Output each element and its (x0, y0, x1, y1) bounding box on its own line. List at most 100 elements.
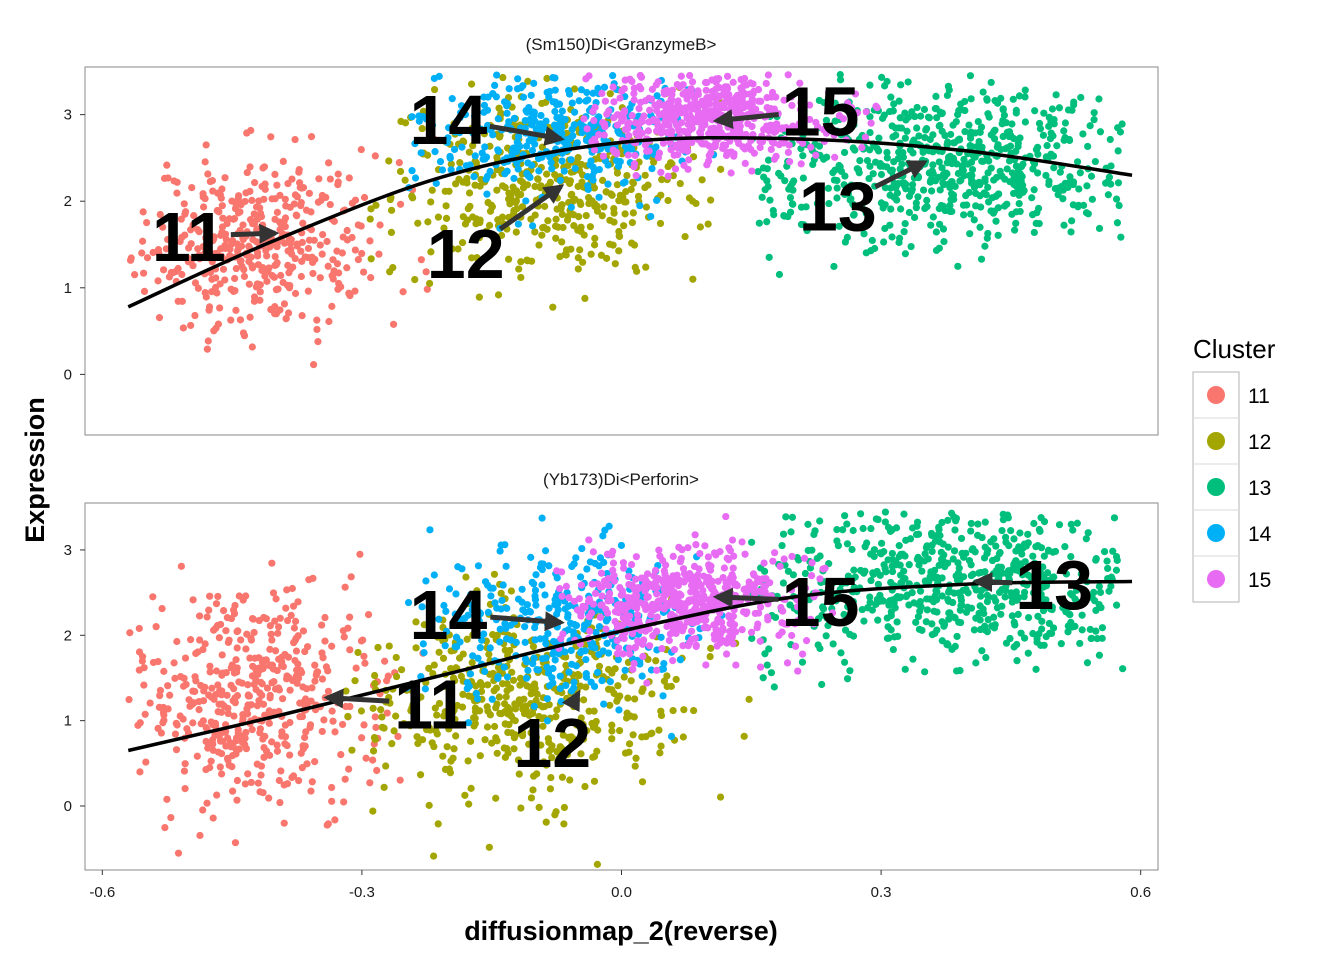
x-tick-label: 0.6 (1130, 884, 1151, 901)
data-point-cluster-12 (680, 706, 688, 714)
data-point-cluster-11 (237, 636, 245, 644)
data-point-cluster-13 (877, 539, 886, 547)
data-point-cluster-15 (625, 650, 634, 658)
data-point-cluster-11 (249, 615, 257, 623)
data-point-cluster-11 (307, 226, 316, 234)
data-point-cluster-12 (613, 181, 621, 189)
data-point-cluster-11 (324, 820, 332, 828)
data-point-cluster-13 (901, 134, 909, 142)
data-point-cluster-11 (329, 717, 337, 725)
data-point-cluster-15 (693, 600, 701, 608)
data-point-cluster-12 (692, 199, 700, 208)
data-point-cluster-12 (517, 804, 525, 812)
data-point-cluster-15 (603, 550, 612, 558)
data-point-cluster-12 (499, 73, 507, 82)
data-point-cluster-11 (281, 740, 289, 748)
data-point-cluster-14 (617, 541, 626, 550)
data-point-cluster-11 (195, 705, 203, 714)
data-point-cluster-12 (455, 654, 464, 662)
data-point-cluster-15 (701, 617, 709, 625)
data-point-cluster-15 (648, 85, 656, 93)
data-point-cluster-11 (178, 270, 186, 279)
data-point-cluster-12 (430, 85, 439, 94)
data-point-cluster-13 (951, 526, 959, 534)
data-point-cluster-12 (483, 723, 492, 731)
data-point-cluster-14 (458, 143, 466, 151)
data-point-cluster-11 (181, 208, 190, 216)
data-point-cluster-15 (718, 101, 727, 109)
data-point-cluster-15 (732, 661, 740, 669)
data-point-cluster-15 (691, 531, 699, 539)
data-point-cluster-11 (430, 135, 438, 143)
data-point-cluster-15 (619, 590, 627, 599)
data-point-cluster-13 (818, 680, 826, 689)
data-point-cluster-12 (570, 211, 578, 219)
data-point-cluster-13 (958, 165, 966, 173)
legend-label-11: 11 (1248, 385, 1270, 408)
data-point-cluster-14 (599, 647, 607, 655)
data-point-cluster-13 (1114, 147, 1122, 155)
data-point-cluster-13 (950, 513, 958, 521)
data-point-cluster-11 (242, 189, 250, 197)
data-point-cluster-12 (627, 185, 635, 194)
data-point-cluster-12 (615, 247, 623, 255)
data-point-cluster-13 (957, 534, 966, 543)
data-point-cluster-15 (702, 86, 710, 94)
data-point-cluster-13 (887, 93, 895, 101)
data-point-cluster-15 (770, 139, 778, 147)
data-point-cluster-15 (621, 76, 629, 84)
data-point-cluster-12 (745, 695, 753, 703)
data-point-cluster-13 (1040, 109, 1048, 117)
data-point-cluster-12 (606, 240, 614, 248)
legend-label-15: 15 (1248, 569, 1271, 592)
data-point-cluster-12 (610, 204, 618, 213)
data-point-cluster-12 (642, 732, 650, 741)
data-point-cluster-11 (283, 281, 292, 289)
data-point-cluster-14 (435, 72, 443, 80)
data-point-cluster-15 (603, 110, 611, 118)
data-point-cluster-15 (610, 577, 619, 585)
data-point-cluster-15 (769, 557, 777, 565)
data-point-cluster-13 (901, 220, 909, 228)
data-point-cluster-13 (1012, 147, 1020, 155)
data-point-cluster-14 (528, 146, 537, 155)
data-point-cluster-12 (467, 784, 475, 792)
data-point-cluster-11 (199, 193, 207, 201)
data-point-cluster-12 (519, 184, 528, 192)
data-point-cluster-15 (712, 75, 720, 83)
data-point-cluster-13 (862, 249, 870, 257)
data-point-cluster-11 (256, 204, 264, 212)
data-point-cluster-13 (797, 203, 806, 211)
data-point-cluster-11 (396, 776, 404, 784)
data-point-cluster-11 (348, 233, 356, 242)
data-point-cluster-14 (482, 175, 490, 183)
data-point-cluster-12 (549, 303, 557, 311)
data-point-cluster-13 (853, 165, 861, 173)
data-point-cluster-15 (812, 151, 820, 159)
data-point-cluster-15 (861, 133, 870, 141)
cluster-label-14: 14 (409, 81, 487, 159)
data-point-cluster-12 (690, 706, 698, 715)
data-point-cluster-15 (624, 151, 632, 159)
data-point-cluster-12 (574, 153, 582, 162)
data-point-cluster-15 (580, 115, 588, 123)
data-point-cluster-13 (1010, 226, 1019, 234)
data-point-cluster-13 (1007, 526, 1015, 535)
data-point-cluster-11 (294, 660, 302, 668)
data-point-cluster-12 (579, 696, 588, 704)
data-point-cluster-11 (159, 719, 167, 727)
data-point-cluster-14 (575, 97, 583, 105)
data-point-cluster-13 (981, 518, 989, 526)
data-point-cluster-13 (941, 173, 949, 181)
data-point-cluster-15 (630, 84, 638, 92)
data-point-cluster-15 (696, 549, 704, 558)
data-point-cluster-12 (613, 169, 622, 177)
data-point-cluster-13 (1045, 122, 1053, 130)
data-point-cluster-14 (538, 655, 547, 663)
data-point-cluster-12 (501, 720, 509, 728)
data-point-cluster-12 (538, 231, 546, 239)
data-point-cluster-13 (994, 563, 1003, 571)
data-point-cluster-11 (325, 317, 333, 326)
data-point-cluster-13 (896, 234, 904, 242)
data-point-cluster-13 (765, 253, 773, 261)
